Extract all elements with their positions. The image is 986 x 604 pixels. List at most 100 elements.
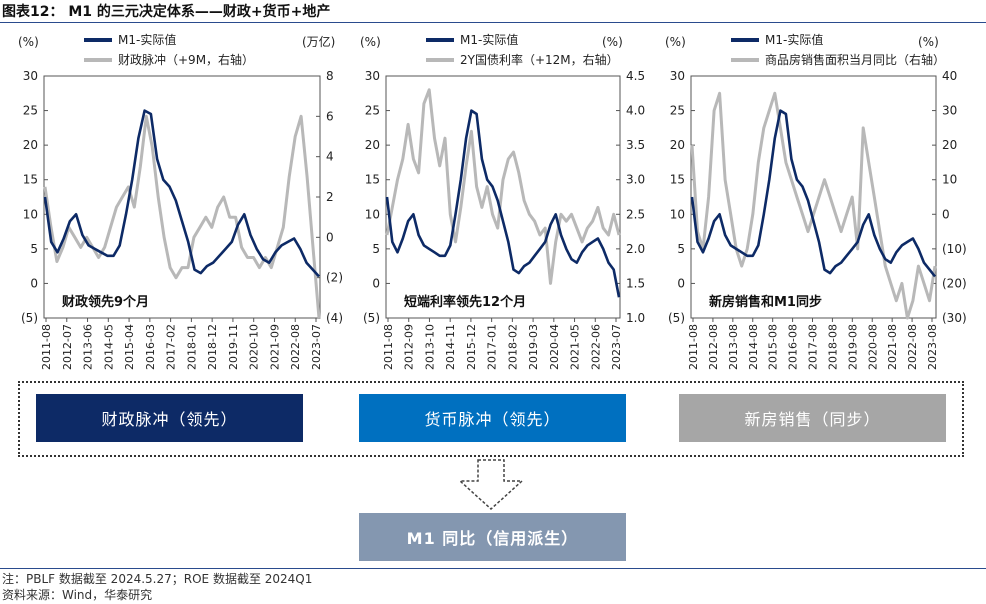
chart-1-right-tick-label: 2.0 [626,242,645,256]
chart-2-right-tick-label: 20 [942,138,957,152]
chart-1-left-tick-label: 30 [365,69,380,83]
chart-2-x-tick-label: 2016-08 [787,324,800,370]
chart-2-annotation: 新房销售和M1同步 [709,294,822,310]
chart-1-x-tick-label: 2021-05 [569,324,582,370]
chart-0-legend-label-1: 财政脉冲（+9M，右轴） [118,52,254,67]
chart-0-right-tick-label: 8 [326,69,334,83]
chart-2-right-tick-label: (30) [942,311,967,325]
chart-2-left-tick-label: 10 [670,207,685,221]
chart-1-x-tick-label: 2013-10 [423,324,436,370]
chart-1-legend-label-1: 2Y国债利率（+12M，右轴） [460,52,619,67]
chart-1-right-tick-label: 4.5 [626,69,645,83]
chart-2-right-tick-label: 30 [942,104,957,118]
chart-2-x-tick-label: 2020-08 [866,324,879,370]
chart-2-x-tick-label: 2013-08 [727,324,740,370]
chart-0-left-tick-label: 15 [23,173,38,187]
chart-1-plot-frame [385,75,621,319]
chart-0-x-tick-label: 2018-01 [185,324,198,370]
chart-0-x-tick-label: 2020-10 [248,324,261,370]
chart-1-left-unit: (%) [360,35,381,49]
chart-2-x-tick-label: 2011-08 [687,324,700,370]
chart-0-x-tick-label: 2013-06 [82,324,95,370]
chart-0-x-tick-label: 2017-02 [165,324,178,370]
chart-1-series-secondary-line [385,88,621,285]
chart-0-right-unit: (万亿) [302,34,335,49]
chart-0-annotation: 财政领先9个月 [62,294,149,310]
chart-0-left-tick-label: 25 [23,104,38,118]
footnote: 注：PBLF 数据截至 2024.5.27；ROE 数据截至 2024Q1 [2,572,313,586]
chart-1-x-tick-label: 2020-04 [548,324,561,370]
chart-0-x-tick-label: 2015-04 [123,324,136,370]
chart-1-right-tick-label: 3.0 [626,173,645,187]
chart-2-x-tick-label: 2012-08 [707,324,720,370]
chart-1-x-tick-label: 2023-07 [610,324,623,370]
chart-2-legend-label-1: 商品房销售面积当月同比（右轴） [765,52,945,67]
chart-2-left-tick-label: (5) [668,311,685,325]
chart-2-plot-frame [690,75,937,319]
chart-1-right-tick-label: 1.0 [626,311,645,325]
chart-0-x-tick-label: 2014-05 [102,324,115,370]
fiscal-impulse-box: 财政脉冲（领先） [36,394,303,442]
chart-2-x-tick-label: 2014-08 [747,324,760,370]
chart-2-x-tick-label: 2023-08 [926,324,939,370]
chart-1-legend-label-0: M1-实际值 [460,32,518,47]
chart-1-x-tick-label: 2019-03 [527,324,540,370]
chart-0-right-tick-label: 0 [326,230,334,244]
chart-0-x-tick-label: 2011-08 [40,324,53,370]
chart-0-right-tick-label: 6 [326,109,334,123]
chart-0-right-tick-label: 2 [326,190,334,204]
chart-1-x-tick-label: 2015-12 [465,324,478,370]
chart-0-left-tick-label: 20 [23,138,38,152]
chart-0-x-tick-label: 2019-11 [227,324,240,370]
charts-canvas: (%) (万亿)302520151050(5)86420(2)(4)2011-08… [18,32,967,370]
chart-1-x-tick-label: 2012-09 [403,324,416,370]
chart-2-x-tick-label: 2015-08 [767,324,780,370]
drivers-dotted-frame [18,381,964,457]
chart-1-right-unit: (%) [602,35,623,49]
chart-2-left-tick-label: 25 [670,104,685,118]
monetary-impulse-box: 货币脉冲（领先） [359,394,626,442]
chart-1-x-tick-label: 2014-11 [444,324,457,370]
chart-1-left-tick-label: 10 [365,207,380,221]
chart-0-left-tick-label: 30 [23,69,38,83]
chart-2-left-tick-label: 30 [670,69,685,83]
chart-1-x-tick-label: 2017-01 [486,324,499,370]
chart-1-series-m1-line [385,109,621,298]
housing-sales-box: 新房销售（同步） [679,394,946,442]
chart-2-left-unit: (%) [665,35,686,49]
chart-2-right-tick-label: (10) [942,242,967,256]
chart-2-right-tick-label: 0 [942,207,950,221]
chart-0-left-tick-label: 10 [23,207,38,221]
chart-1-right-tick-label: 2.5 [626,207,645,221]
chart-2-x-tick-label: 2021-08 [886,324,899,370]
m1-yoy-box: M1 同比（信用派生） [359,513,626,561]
title-divider [0,22,986,23]
chart-0-x-tick-label: 2018-12 [206,324,219,370]
chart-2-right-tick-label: (20) [942,276,967,290]
chart-0-left-tick-label: (5) [21,311,38,325]
chart-1-right-tick-label: 1.5 [626,276,645,290]
chart-2-x-tick-label: 2019-08 [846,324,859,370]
chart-1-left-tick-label: (5) [363,311,380,325]
chart-1-left-tick-label: 15 [365,173,380,187]
footnote-divider [0,568,986,569]
chart-0-x-tick-label: 2023-07 [310,324,323,370]
chart-2-series-m1-line [690,109,937,278]
chart-0-left-tick-label: 0 [30,276,38,290]
chart-0-left-unit: (%) [18,35,39,49]
chart-0-x-tick-label: 2012-07 [61,324,74,370]
chart-2-right-tick-label: 10 [942,173,957,187]
chart-0-x-tick-label: 2022-08 [289,324,302,370]
chart-1-annotation: 短端利率领先12个月 [404,294,526,310]
chart-2-right-unit: (%) [918,35,939,49]
chart-2-x-tick-label: 2017-08 [807,324,820,370]
chart-2-x-tick-label: 2022-08 [906,324,919,370]
chart-2-left-tick-label: 15 [670,173,685,187]
chart-0-right-tick-label: (2) [326,271,343,285]
chart-2-left-tick-label: 0 [677,276,685,290]
chart-1-left-tick-label: 5 [372,242,380,256]
chart-0-right-tick-label: (4) [326,311,343,325]
chart-0-x-tick-label: 2016-03 [144,324,157,370]
chart-1-left-tick-label: 20 [365,138,380,152]
chart-2-left-tick-label: 20 [670,138,685,152]
